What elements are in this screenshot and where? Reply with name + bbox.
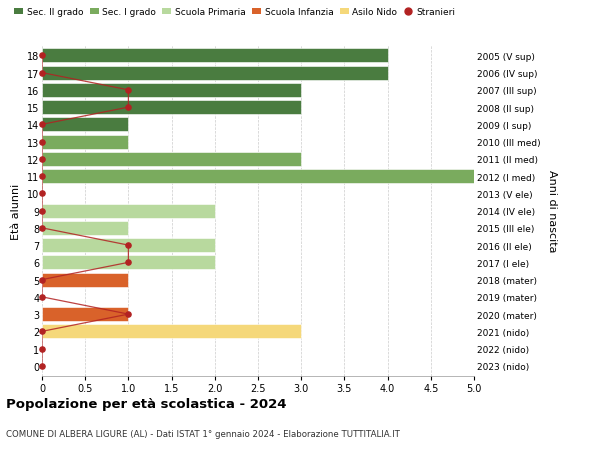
Point: [37, 190, 47, 197]
Bar: [42, 273, 128, 287]
Y-axis label: Anni di nascita: Anni di nascita: [547, 170, 557, 252]
Point: [124, 242, 133, 249]
Point: [124, 311, 133, 318]
Bar: [42, 101, 301, 115]
Point: [37, 294, 47, 301]
Bar: [42, 308, 128, 321]
Point: [37, 363, 47, 370]
Point: [37, 225, 47, 232]
Text: COMUNE DI ALBERA LIGURE (AL) - Dati ISTAT 1° gennaio 2024 - Elaborazione TUTTITA: COMUNE DI ALBERA LIGURE (AL) - Dati ISTA…: [6, 429, 400, 438]
Bar: [42, 135, 128, 149]
Bar: [42, 118, 128, 132]
Text: Popolazione per età scolastica - 2024: Popolazione per età scolastica - 2024: [6, 397, 287, 410]
Bar: [42, 204, 215, 218]
Bar: [42, 152, 301, 167]
Point: [37, 207, 47, 215]
Bar: [42, 49, 388, 63]
Point: [124, 259, 133, 266]
Point: [37, 121, 47, 129]
Bar: [42, 67, 388, 80]
Bar: [42, 325, 301, 339]
Point: [37, 328, 47, 335]
Point: [37, 173, 47, 180]
Legend: Sec. II grado, Sec. I grado, Scuola Primaria, Scuola Infanzia, Asilo Nido, Stran: Sec. II grado, Sec. I grado, Scuola Prim…: [11, 5, 459, 21]
Y-axis label: Età alunni: Età alunni: [11, 183, 21, 239]
Point: [37, 345, 47, 353]
Point: [124, 87, 133, 95]
Point: [124, 104, 133, 112]
Bar: [42, 221, 128, 235]
Point: [37, 139, 47, 146]
Bar: [42, 239, 215, 252]
Point: [37, 156, 47, 163]
Bar: [42, 256, 215, 270]
Point: [37, 276, 47, 284]
Bar: [42, 84, 301, 98]
Point: [37, 52, 47, 60]
Bar: [42, 170, 474, 184]
Point: [37, 70, 47, 77]
